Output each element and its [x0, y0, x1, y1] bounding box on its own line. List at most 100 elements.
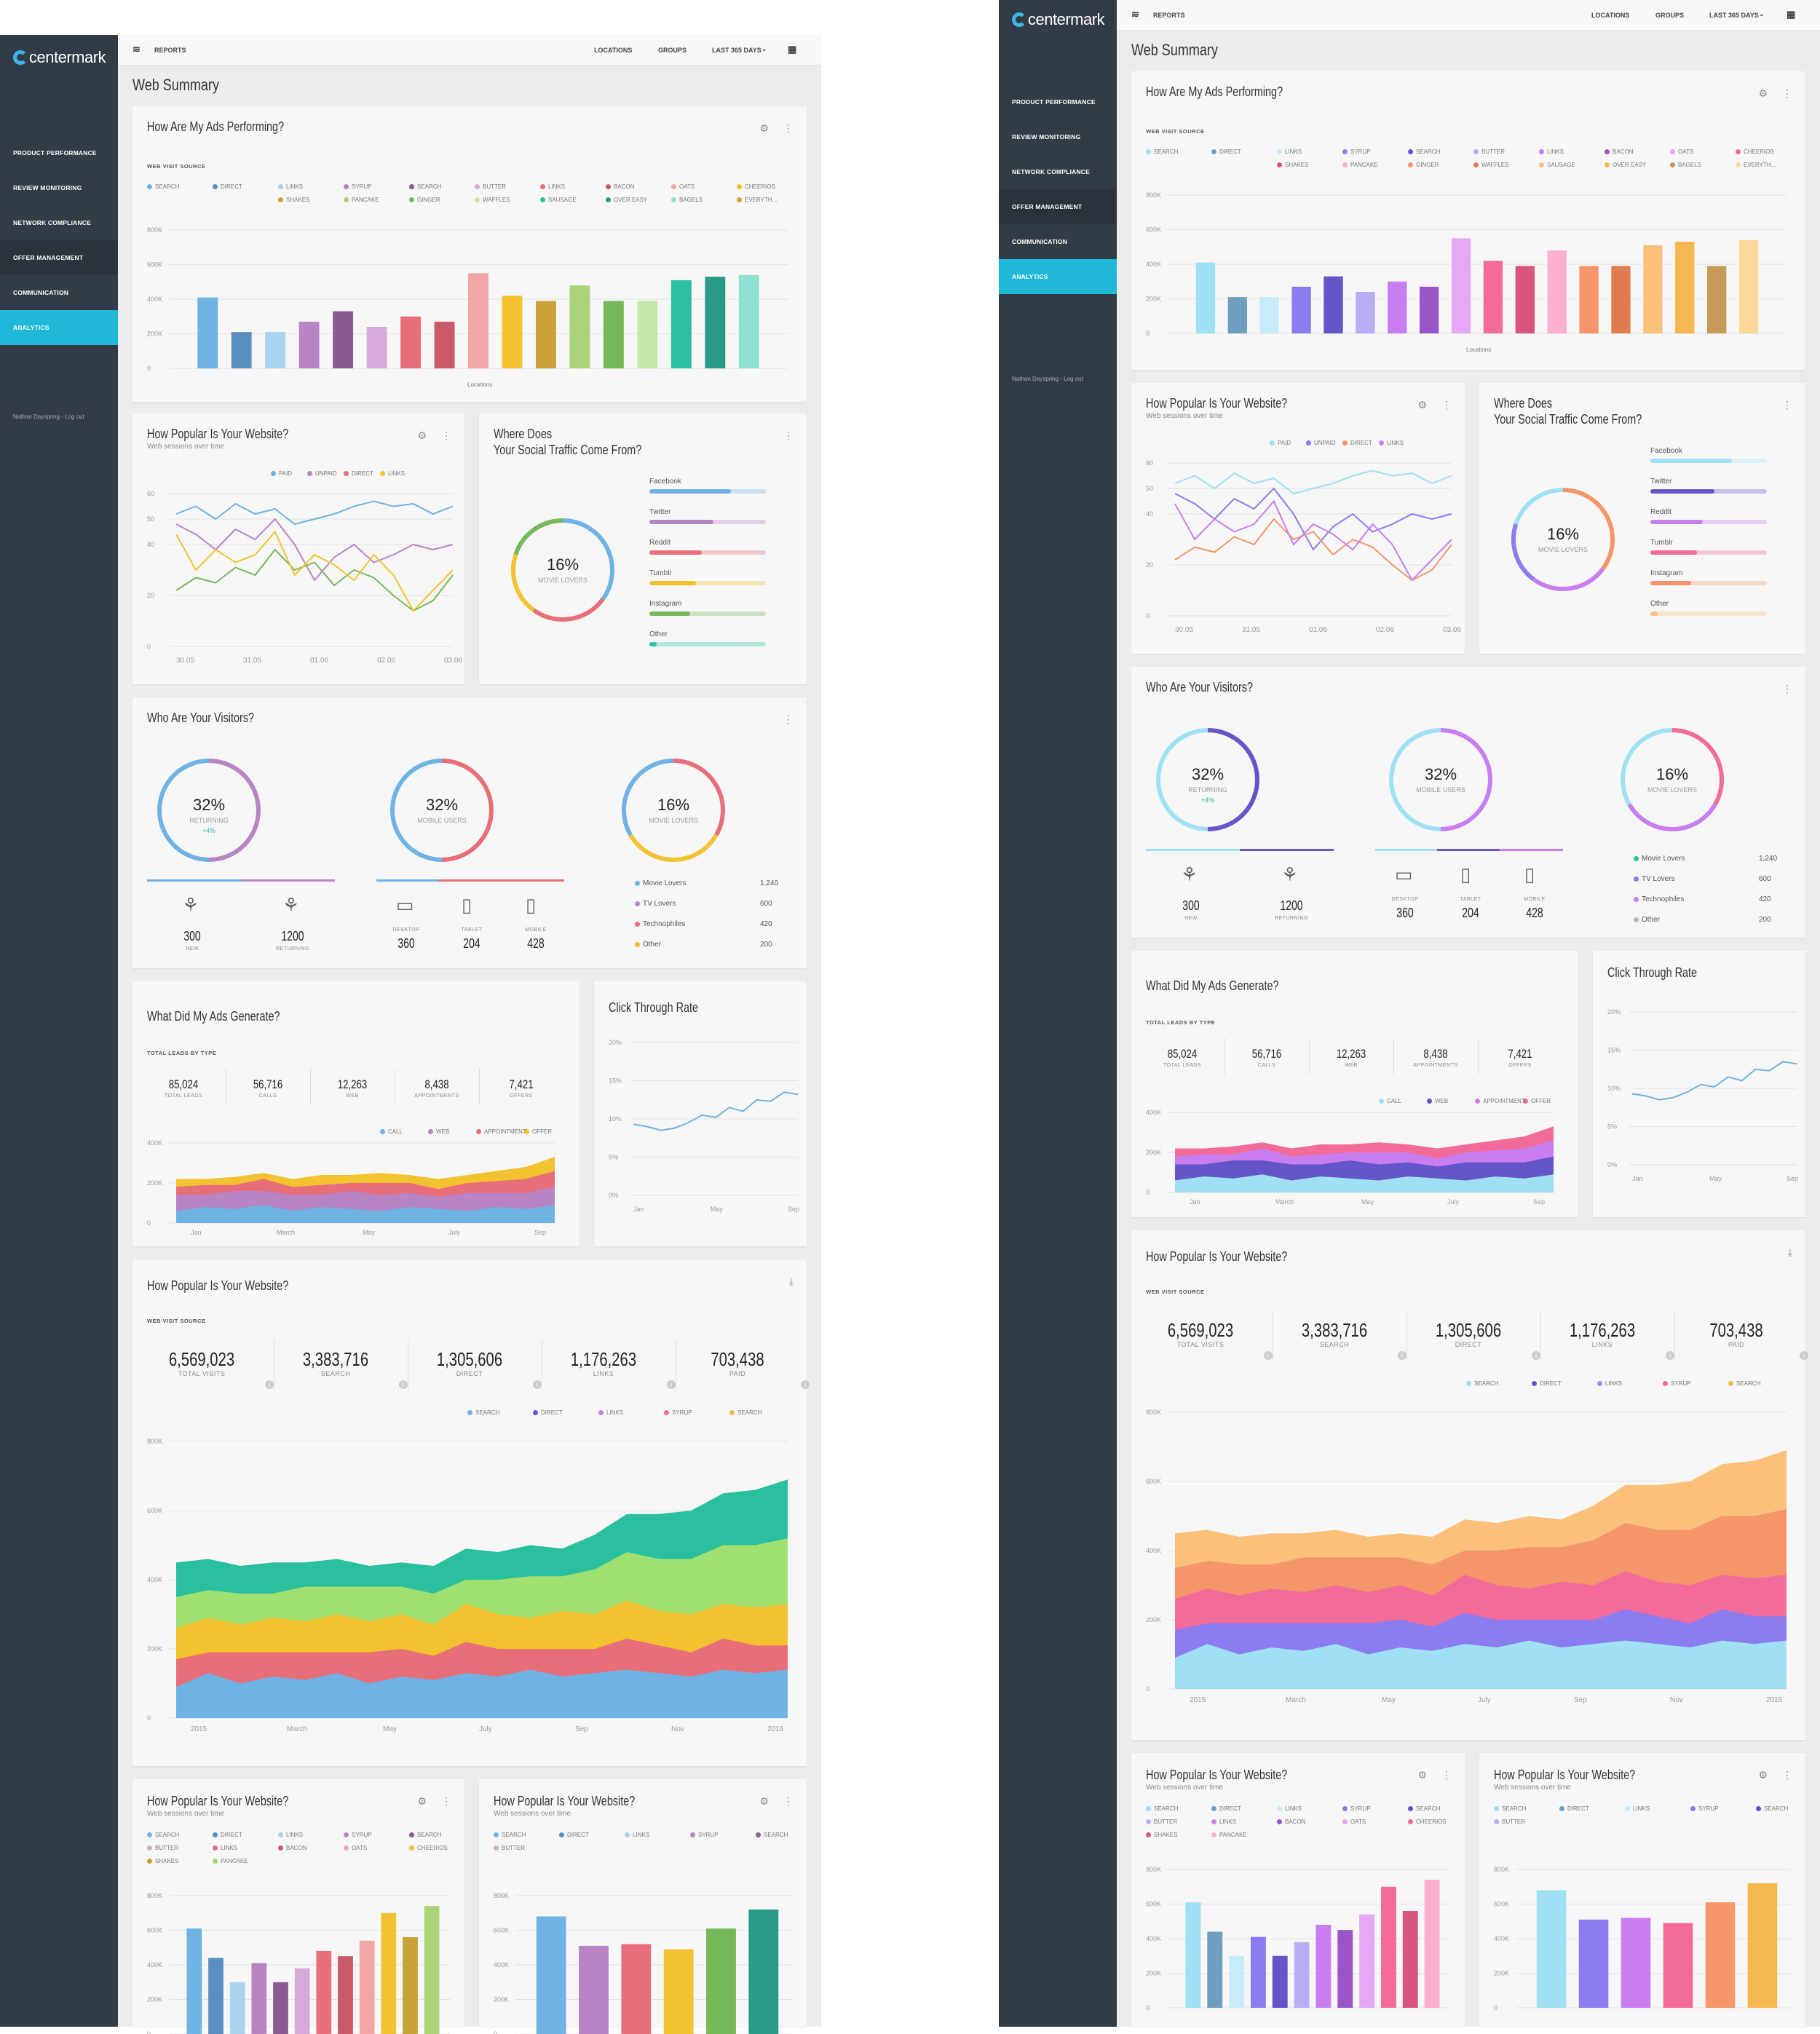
legend-item[interactable]: APPOINTMENT — [476, 1128, 526, 1135]
gear-icon[interactable]: ⚙ — [759, 1795, 769, 1808]
legend-item[interactable]: LINKS — [1277, 149, 1302, 155]
legend-item[interactable]: LINKS — [1379, 440, 1404, 446]
reports-link[interactable]: REPORTS — [154, 47, 186, 54]
locations-filter[interactable]: LOCATIONS — [594, 47, 632, 54]
nav-analytics[interactable]: ANALYTICS — [999, 259, 1117, 294]
info-icon[interactable]: i — [667, 1380, 676, 1389]
legend-item[interactable]: SEARCH — [1146, 1805, 1178, 1812]
legend-item[interactable]: LINKS — [380, 470, 405, 477]
nav-review-monitoring[interactable]: REVIEW MONITORING — [999, 119, 1117, 154]
legend-item[interactable]: SYRUP — [1342, 1805, 1371, 1812]
legend-item[interactable]: SEARCH — [756, 1832, 788, 1838]
info-icon[interactable]: i — [399, 1380, 408, 1389]
legend-item[interactable]: LINKS — [1211, 1819, 1236, 1825]
legend-item[interactable]: BACON — [1277, 1819, 1305, 1825]
more-icon[interactable]: ⋮ — [783, 713, 794, 726]
info-icon[interactable]: i — [801, 1380, 810, 1389]
nav-product-performance[interactable]: PRODUCT PERFORMANCE — [999, 84, 1117, 119]
legend-item[interactable]: DIRECT — [344, 470, 373, 477]
calendar-icon[interactable]: ▦ — [788, 44, 796, 55]
more-icon[interactable]: ⋮ — [783, 1795, 794, 1808]
legend-item[interactable]: SYRUP — [664, 1409, 692, 1416]
legend-item[interactable]: SAUSAGE — [1539, 162, 1575, 168]
legend-item[interactable]: PAID — [271, 470, 292, 477]
nav-communication[interactable]: COMMUNICATION — [999, 224, 1117, 259]
more-icon[interactable]: ⋮ — [1782, 1769, 1792, 1781]
legend-item[interactable]: GINGER — [1408, 162, 1439, 168]
legend-item[interactable]: BUTTER — [475, 183, 506, 190]
legend-item[interactable]: DIRECT — [1532, 1380, 1562, 1387]
download-icon[interactable]: ⤓ — [789, 1275, 794, 1288]
legend-item[interactable]: DIRECT — [213, 1832, 242, 1838]
gear-icon[interactable]: ⚙ — [1758, 87, 1768, 100]
brand-logo[interactable]: centermark — [1012, 10, 1104, 29]
info-icon[interactable]: i — [1532, 1351, 1540, 1360]
legend-item[interactable]: SEARCH — [1756, 1805, 1788, 1812]
info-icon[interactable]: i — [1800, 1351, 1808, 1360]
legend-item[interactable]: BUTTER — [1473, 149, 1505, 155]
user-logout-link[interactable]: Nathan Dayspring - Log out — [13, 413, 84, 420]
more-icon[interactable]: ⋮ — [441, 1795, 451, 1808]
legend-item[interactable]: LINKS — [1277, 1805, 1302, 1812]
legend-item[interactable]: CALL — [380, 1128, 403, 1135]
legend-item[interactable]: PANCAKE — [1211, 1832, 1247, 1838]
chevron-down-icon[interactable]: ⌄ — [761, 45, 767, 53]
nav-product-performance[interactable]: PRODUCT PERFORMANCE — [0, 135, 118, 170]
legend-item[interactable]: SYRUP — [1342, 149, 1371, 155]
legend-item[interactable]: WEB — [428, 1128, 449, 1135]
info-icon[interactable]: i — [265, 1380, 274, 1389]
range-filter[interactable]: LAST 365 DAYS — [1709, 12, 1759, 19]
legend-item[interactable]: SEARCH — [147, 183, 179, 190]
gear-icon[interactable]: ⚙ — [759, 122, 769, 135]
legend-item[interactable]: SEARCH — [1494, 1805, 1526, 1812]
legend-item[interactable]: BACON — [1605, 149, 1633, 155]
brand-logo[interactable]: centermark — [13, 48, 106, 67]
gear-icon[interactable]: ⚙ — [417, 1795, 427, 1808]
more-icon[interactable]: ⋮ — [1441, 399, 1452, 411]
legend-item[interactable]: SYRUP — [1663, 1380, 1691, 1387]
legend-item[interactable]: BUTTER — [1146, 1819, 1177, 1825]
reports-link[interactable]: REPORTS — [1153, 12, 1185, 19]
legend-item[interactable]: OATS — [671, 183, 695, 190]
legend-item[interactable]: SEARCH — [1408, 149, 1440, 155]
legend-item[interactable]: CHEERIOS — [1408, 1819, 1447, 1825]
legend-item[interactable]: UNPAID — [307, 470, 337, 477]
legend-item[interactable]: SHAKES — [1146, 1832, 1177, 1838]
legend-item[interactable]: SEARCH — [409, 1832, 441, 1838]
legend-item[interactable]: OVER EASY — [606, 197, 647, 203]
legend-item[interactable]: CHEERIOS — [737, 183, 775, 190]
more-icon[interactable]: ⋮ — [1441, 1769, 1452, 1781]
legend-item[interactable]: DIRECT — [1559, 1805, 1589, 1812]
legend-item[interactable]: CHEERIOS — [1736, 149, 1774, 155]
legend-item[interactable]: SEARCH — [1466, 1380, 1498, 1387]
legend-item[interactable]: BAGELS — [671, 197, 703, 203]
legend-item[interactable]: SEARCH — [1728, 1380, 1760, 1387]
legend-item[interactable]: DIRECT — [559, 1832, 589, 1838]
legend-item[interactable]: CHEERIOS — [409, 1845, 448, 1851]
legend-item[interactable]: UNPAID — [1306, 440, 1336, 446]
legend-item[interactable]: LINKS — [213, 1845, 237, 1851]
legend-item[interactable]: PAID — [1270, 440, 1291, 446]
legend-item[interactable]: OFFER — [524, 1128, 552, 1135]
legend-item[interactable]: SHAKES — [1277, 162, 1308, 168]
legend-item[interactable]: PANCAKE — [1342, 162, 1378, 168]
legend-item[interactable]: SHAKES — [278, 197, 309, 203]
legend-item[interactable]: BUTTER — [1494, 1819, 1525, 1825]
info-icon[interactable]: i — [1666, 1351, 1674, 1360]
info-icon[interactable]: i — [1264, 1351, 1273, 1360]
legend-item[interactable]: OFFER — [1523, 1098, 1551, 1104]
legend-item[interactable]: EVERYTH... — [737, 197, 777, 203]
nav-review-monitoring[interactable]: REVIEW MONITORING — [0, 170, 118, 205]
range-filter[interactable]: LAST 365 DAYS — [712, 47, 761, 54]
legend-item[interactable]: PANCAKE — [344, 197, 379, 203]
legend-item[interactable]: OATS — [1670, 149, 1693, 155]
gear-icon[interactable]: ⚙ — [1758, 1769, 1768, 1781]
legend-item[interactable]: BUTTER — [147, 1845, 178, 1851]
gear-icon[interactable]: ⚙ — [1417, 399, 1427, 411]
nav-offer-management[interactable]: OFFER MANAGEMENT — [0, 240, 118, 275]
groups-filter[interactable]: GROUPS — [1655, 12, 1684, 19]
legend-item[interactable]: CALL — [1379, 1098, 1401, 1104]
legend-item[interactable]: APPOINTMENT — [1475, 1098, 1525, 1104]
legend-item[interactable]: LINKS — [1597, 1380, 1622, 1387]
legend-item[interactable]: SHAKES — [147, 1858, 178, 1864]
